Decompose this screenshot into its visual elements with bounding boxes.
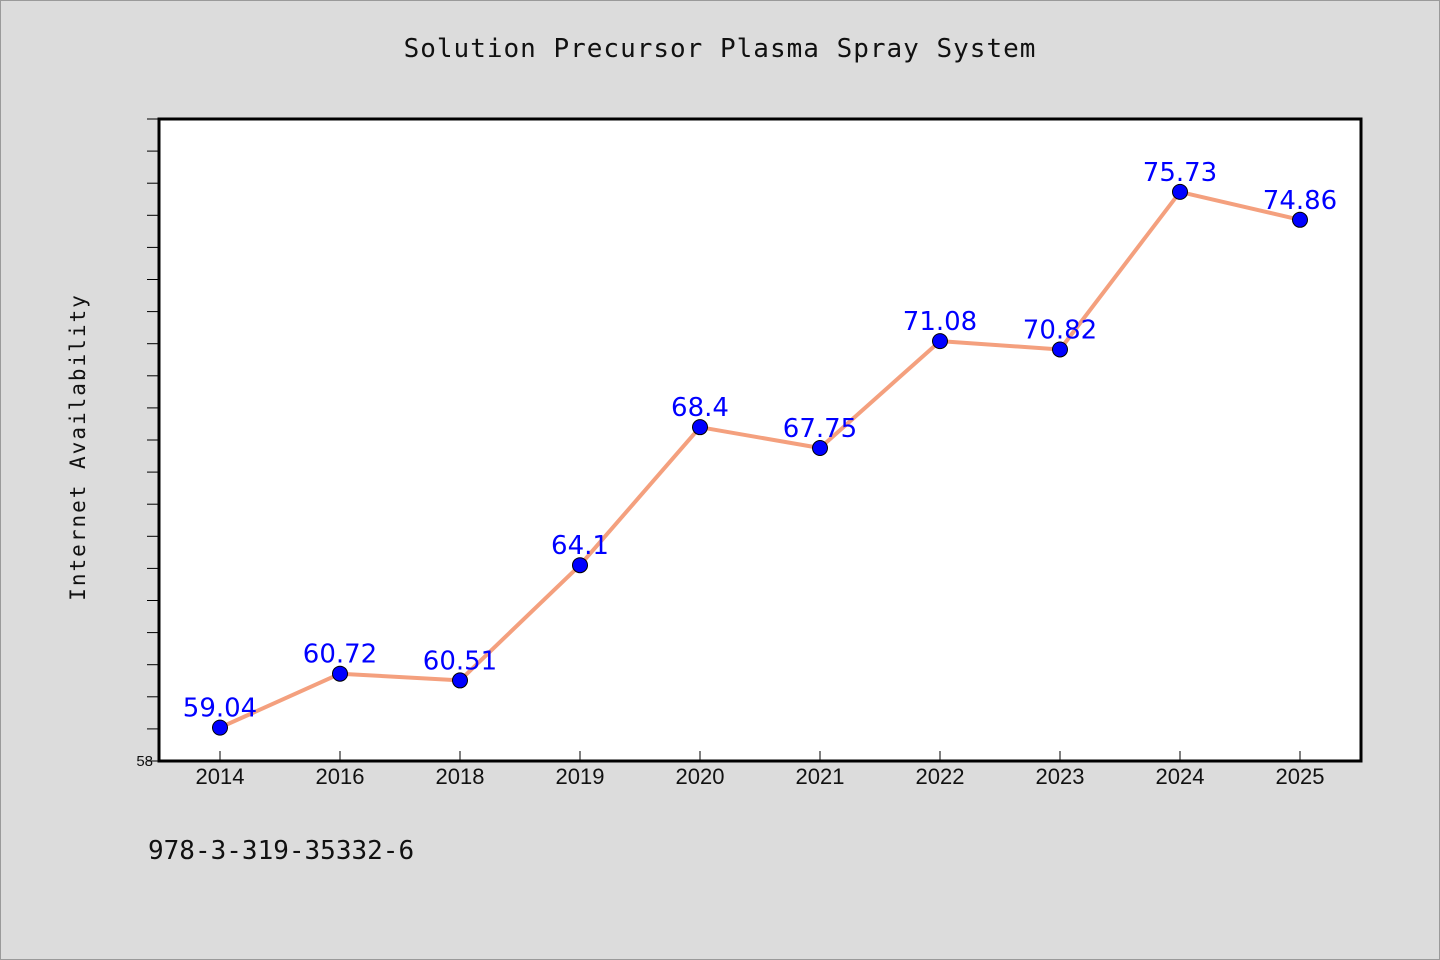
data-point [452, 672, 468, 689]
data-label: 70.82 [1023, 315, 1097, 345]
data-label: 59.04 [183, 694, 257, 724]
x-tick-label: 2025 [1276, 764, 1325, 789]
data-label: 60.72 [303, 640, 377, 670]
y-axis-ticks: 58 [136, 118, 159, 770]
data-point [692, 419, 708, 436]
data-point [932, 333, 948, 350]
data-point [812, 440, 828, 457]
data-label: 67.75 [783, 414, 857, 444]
data-point [1052, 341, 1068, 358]
x-tick-label: 2016 [316, 764, 365, 789]
y-tick-label: 58 [136, 753, 153, 770]
x-tick-label: 2018 [436, 764, 485, 789]
data-label: 75.73 [1143, 158, 1217, 188]
footer-text: 978-3-319-35332-6 [148, 836, 415, 866]
x-tick-label: 2024 [1156, 764, 1205, 789]
x-tick-label: 2019 [556, 764, 605, 789]
data-point [1172, 183, 1188, 200]
x-tick-label: 2020 [676, 764, 725, 789]
x-axis-ticks: 2014 2016 2018 2019 2020 2021 2022 2023 2024 2025 [196, 751, 1325, 789]
plot-area [157, 117, 1363, 763]
data-label: 68.4 [671, 393, 729, 423]
data-point [332, 665, 348, 682]
x-tick-label: 2023 [1036, 764, 1085, 789]
x-tick-label: 2022 [916, 764, 965, 789]
data-label: 64.1 [551, 531, 609, 561]
x-tick-label: 2014 [196, 764, 245, 789]
data-point [572, 557, 588, 574]
chart-title: Solution Precursor Plasma Spray System [403, 34, 1037, 64]
data-point [1292, 211, 1308, 228]
data-label: 60.51 [423, 646, 497, 676]
data-label: 71.08 [903, 307, 977, 337]
x-tick-label: 2021 [796, 764, 845, 789]
series-layer [212, 183, 1308, 736]
series-line [219, 189, 1301, 730]
data-labels: 59.04 60.72 60.51 64.1 68.4 67.75 71.08 70.82 75… [183, 158, 1337, 724]
data-point [212, 719, 228, 736]
data-label: 74.86 [1263, 186, 1337, 216]
